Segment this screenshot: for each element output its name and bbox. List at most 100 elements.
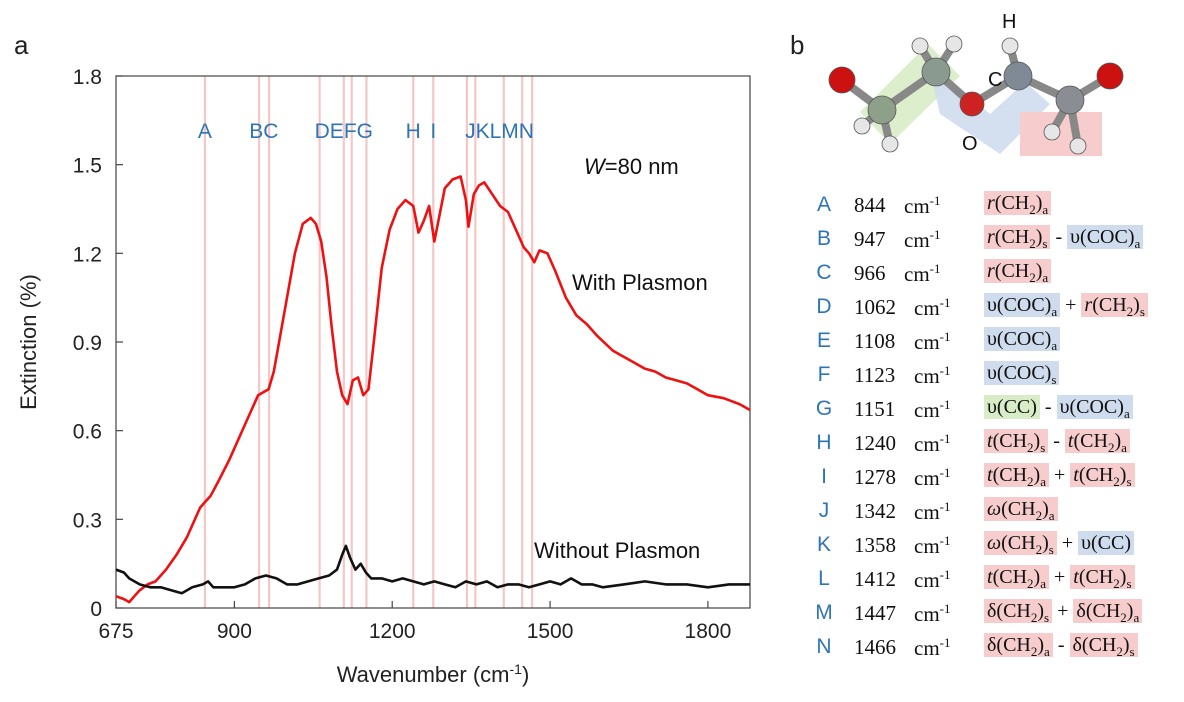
oxygen-atom: [1096, 62, 1124, 90]
width-annotation: W=80 nm: [584, 154, 679, 179]
mode-assignment: ω(CH2)a: [984, 496, 1058, 524]
mode-operator: +: [1056, 532, 1079, 554]
assignment-row: J 1342 cm-1 ω(CH2)a: [810, 496, 1182, 530]
y-tick-label: 0.6: [73, 421, 102, 444]
mode-assignment: υ(CC) - υ(COC)a: [984, 394, 1133, 422]
band-letter: H: [816, 431, 832, 454]
y-tick-label: 0: [90, 598, 102, 621]
band-wavenumber: 1342: [854, 499, 896, 523]
assignment-row: H 1240 cm-1 t(CH2)s - t(CH2)a: [810, 428, 1182, 462]
band-label: H: [406, 120, 421, 143]
mode-operator: +: [1048, 566, 1071, 588]
x-tick-label: 1800: [685, 620, 732, 643]
mode-assignment: ω(CH2)s + υ(CC): [984, 530, 1134, 558]
coc-highlight: [928, 62, 1050, 154]
hydrogen-atom: [1069, 137, 1087, 155]
assignment-row: N 1466 cm-1 δ(CH2)a - δ(CH2)s: [810, 632, 1182, 666]
band-unit: cm-1: [914, 329, 951, 354]
mode-term: δ(CH2)a: [984, 633, 1053, 659]
carbon-atom: [1003, 61, 1033, 91]
mode-term: υ(CC): [1078, 531, 1134, 555]
band-letter: G: [815, 397, 833, 420]
x-tick-label: 1200: [369, 620, 416, 643]
mode-term: υ(COC)a: [984, 293, 1061, 319]
mode-assignment: t(CH2)s - t(CH2)a: [984, 428, 1130, 456]
mode-assignment: r(CH2)a: [984, 190, 1052, 218]
band-unit: cm-1: [914, 431, 951, 456]
mode-term: t(CH2)s: [984, 429, 1049, 455]
mode-assignment: υ(COC)s: [984, 360, 1060, 388]
band-unit: cm-1: [914, 465, 951, 490]
band-unit: cm-1: [914, 499, 951, 524]
band-unit: cm-1: [904, 261, 941, 286]
series-line-without-plasmon: [115, 544, 750, 595]
band-wavenumber: 1466: [854, 635, 896, 659]
band-letter: F: [817, 363, 831, 386]
band-wavenumber: 1108: [854, 329, 896, 353]
band-unit: cm-1: [904, 227, 941, 252]
x-tick-label: 675: [98, 620, 133, 643]
oxygen-atom: [959, 91, 985, 117]
mode-assignment: t(CH2)a + t(CH2)s: [984, 564, 1135, 592]
mode-term: r(CH2)a: [984, 191, 1052, 217]
hydrogen-atom: [1043, 123, 1061, 141]
band-letter: M: [815, 601, 833, 624]
y-tick-label: 1.5: [73, 155, 102, 178]
mode-operator: +: [1048, 464, 1071, 486]
y-tick-label: 0.3: [73, 509, 102, 532]
oxygen-atom: [828, 66, 856, 94]
y-tick-label: 0.9: [73, 332, 102, 355]
band-wavenumber: 947: [854, 227, 886, 251]
band-unit: cm-1: [914, 363, 951, 388]
assignment-row: A 844 cm-1 r(CH2)a: [810, 190, 1182, 224]
band-letter: I: [821, 465, 827, 488]
mode-operator: -: [1039, 396, 1057, 418]
assignment-row: L 1412 cm-1 t(CH2)a + t(CH2)s: [810, 564, 1182, 598]
band-unit: cm-1: [914, 397, 951, 422]
assignment-row: D 1062 cm-1 υ(COC)a + r(CH2)s: [810, 292, 1182, 326]
hydrogen-atom: [1001, 37, 1019, 55]
mode-term: ω(CH2)a: [984, 497, 1058, 523]
band-label: I: [430, 120, 436, 143]
band-assignment-table: A 844 cm-1 r(CH2)a B 947 cm-1 r(CH2)s - υ(COC)a…: [810, 190, 1182, 666]
band-wavenumber: 1151: [854, 397, 896, 421]
assignment-row: E 1108 cm-1 υ(COC)a: [810, 326, 1182, 360]
band-label: BC: [249, 120, 278, 143]
mode-term: t(CH2)s: [1070, 565, 1135, 591]
band-letter: E: [816, 329, 831, 352]
mode-assignment: υ(COC)a: [984, 326, 1061, 354]
y-tick-label: 1.8: [73, 66, 102, 89]
band-letter: A: [816, 193, 831, 216]
assignment-row: B 947 cm-1 r(CH2)s - υ(COC)a: [810, 224, 1182, 258]
extinction-spectrum-chart: A BC DEFG H I JKLMN 0 0.3 0.6 0.9 1.2 1.5 1.8 675 900 1…: [16, 66, 751, 687]
band-unit: cm-1: [914, 567, 951, 592]
atom-label-c: C: [988, 69, 1002, 91]
hydrogen-atom: [853, 117, 871, 135]
x-tick-label: 1500: [527, 620, 574, 643]
band-wavenumber: 1447: [854, 601, 896, 625]
band-wavenumber: 966: [854, 261, 886, 285]
mode-assignment: δ(CH2)a - δ(CH2)s: [984, 632, 1138, 660]
band-label: DEFG: [315, 120, 373, 143]
panel-label-b: b: [790, 30, 805, 60]
mode-term: υ(CC): [984, 395, 1040, 419]
mode-term: δ(CH2)a: [1073, 599, 1143, 625]
mode-term: ω(CH2)s: [984, 531, 1057, 557]
mode-term: t(CH2)s: [1070, 463, 1135, 489]
mode-assignment: r(CH2)s - υ(COC)a: [984, 224, 1144, 252]
band-wavenumber: 1412: [854, 567, 896, 591]
band-wavenumber: 1278: [854, 465, 896, 489]
band-wavenumber: 844: [854, 193, 886, 217]
band-letter: K: [816, 533, 831, 556]
band-unit: cm-1: [904, 193, 941, 218]
assignment-row: F 1123 cm-1 υ(COC)s: [810, 360, 1182, 394]
mode-operator: +: [1052, 600, 1074, 622]
molecule-diagram: H C O: [828, 11, 1124, 156]
band-wavenumber: 1240: [854, 431, 896, 455]
assignment-row: M 1447 cm-1 δ(CH2)s + δ(CH2)a: [810, 598, 1182, 632]
mode-operator: +: [1060, 294, 1082, 316]
band-label: JKLMN: [465, 120, 534, 143]
x-tick-label: 900: [217, 620, 252, 643]
band-letter: D: [816, 295, 832, 318]
band-label: A: [198, 120, 212, 143]
